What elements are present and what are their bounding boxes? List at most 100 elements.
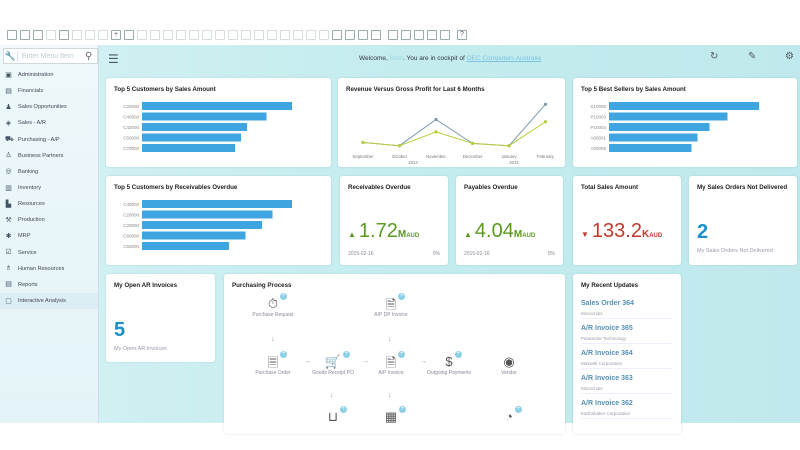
update-title[interactable]: A/R Invoice 363	[581, 375, 633, 382]
add-icon[interactable]: +	[514, 406, 522, 413]
update-title[interactable]: Sales Order 364	[581, 300, 634, 307]
node-vendor[interactable]: ◉ Vendor	[484, 354, 534, 376]
card-top-customers-receivables[interactable]: Top 5 Customers by Receivables Overdue C…	[106, 176, 331, 265]
link-icon[interactable]	[241, 30, 251, 40]
search-icon[interactable]: ⚲	[85, 50, 93, 62]
journal-icon[interactable]	[306, 30, 316, 40]
node-ap-invoice[interactable]: 🗎 + A/P Invoice	[366, 351, 416, 376]
sidebar-item-reports[interactable]: ▤ Reports	[0, 277, 98, 293]
print-icon[interactable]	[20, 30, 30, 40]
previous-icon[interactable]	[176, 30, 186, 40]
settings-icon[interactable]	[332, 30, 342, 40]
add-icon[interactable]: +	[398, 351, 406, 358]
widget-icon[interactable]	[371, 30, 381, 40]
update-title[interactable]: A/R Invoice 362	[581, 400, 633, 407]
edit-icon[interactable]: ✎	[748, 51, 757, 62]
company-link[interactable]: OEC Computers Australia	[466, 55, 541, 62]
update-title[interactable]: A/R Invoice 364	[581, 350, 633, 357]
x-tick-label: September	[352, 154, 374, 159]
funnel-icon[interactable]	[215, 30, 225, 40]
node-purchase-order[interactable]: 🗏 + Purchase Order	[248, 351, 298, 376]
user-icon[interactable]	[388, 30, 398, 40]
cockpit-icon[interactable]	[358, 30, 368, 40]
card-top-customers-sales[interactable]: Top 5 Customers by Sales Amount C20000 C4…	[106, 78, 331, 167]
menu-search[interactable]: 🔧 Enter Menu Item ⚲	[3, 48, 98, 64]
node-analytics[interactable]: ◔ +	[484, 406, 534, 425]
add-icon[interactable]: +	[398, 293, 406, 300]
add-icon[interactable]: +	[399, 406, 407, 413]
add-icon[interactable]: +	[343, 351, 351, 358]
cart-icon: 🛒 +	[324, 351, 351, 369]
gross-profit-icon[interactable]	[280, 30, 290, 40]
help-icon[interactable]: ?	[457, 30, 467, 40]
payment-icon[interactable]	[293, 30, 303, 40]
node-goods-return[interactable]: ⊔ +	[308, 406, 358, 425]
recent-update-item[interactable]: A/R Invoice 364 Maxwell Corporation	[581, 350, 673, 369]
first-icon[interactable]	[163, 30, 173, 40]
node-outgoing-payments[interactable]: $ + Outgoing Payments	[424, 351, 474, 376]
sms-icon[interactable]	[72, 30, 82, 40]
recent-update-item[interactable]: A/R Invoice 362 Earthshaker Corporation	[581, 400, 673, 419]
card-best-sellers[interactable]: Top 5 Best Sellers by Sales Amount S1000…	[573, 78, 797, 167]
layout-icon[interactable]	[319, 30, 329, 40]
node-ap-dp-invoice[interactable]: 🗎 + A/P DP Invoice	[366, 293, 416, 318]
grid-icon[interactable]	[414, 30, 424, 40]
sidebar-item-interactive-analysis[interactable]: ▢ Interactive Analysis	[0, 292, 98, 310]
card-sales-orders-not-delivered[interactable]: My Sales Orders Not Delivered 2 My Sales…	[689, 176, 797, 265]
preview-icon[interactable]	[33, 30, 43, 40]
target-doc-icon[interactable]	[267, 30, 277, 40]
wrench-icon[interactable]: 🔧	[4, 50, 18, 62]
sidebar-item-inventory[interactable]: ▥ Inventory	[0, 180, 98, 196]
email-icon[interactable]	[46, 30, 56, 40]
refresh-icon[interactable]: ↻	[710, 51, 719, 62]
sidebar-item-purchasing-a-p[interactable]: ⛟ Purchasing - A/P	[0, 132, 98, 148]
card-total-sales[interactable]: Total Sales Amount ▼ 133.2 KAUD	[573, 176, 681, 265]
node-goods-receipt-po[interactable]: 🛒 + Goods Receipt PO	[308, 351, 358, 376]
form-icon[interactable]	[7, 30, 17, 40]
card-receivables-overdue[interactable]: Receivables Overdue ▲ 1.72 MAUD 2015-02-16…	[340, 176, 448, 265]
update-title[interactable]: A/R Invoice 365	[581, 325, 633, 332]
recent-update-item[interactable]: A/R Invoice 365 Parameter Technology	[581, 325, 673, 344]
doc-form-icon[interactable]	[345, 30, 355, 40]
sidebar-item-banking[interactable]: ◎ Banking	[0, 164, 98, 180]
sidebar-item-mrp[interactable]: ✱ MRP	[0, 228, 98, 244]
sidebar-item-service[interactable]: ☑ Service	[0, 245, 98, 261]
add-icon[interactable]	[150, 30, 160, 40]
add-icon[interactable]: +	[280, 351, 288, 358]
card-payables-overdue[interactable]: Payables Overdue ▲ 4.04 MAUD 2015-02-16 0%	[456, 176, 563, 265]
last-icon[interactable]	[202, 30, 212, 40]
settings-icon[interactable]: ⚙	[785, 51, 794, 62]
recent-update-item[interactable]: A/R Invoice 363 Microchips	[581, 375, 673, 394]
card-title: Purchasing Process	[232, 282, 292, 289]
sort-icon[interactable]	[228, 30, 238, 40]
search-input[interactable]: Enter Menu Item	[22, 52, 74, 60]
find-icon[interactable]	[137, 30, 147, 40]
node-purchase-request[interactable]: ⏱ + Purchase Request	[248, 293, 298, 318]
sidebar-item-human-resources[interactable]: ♗ Human Resources	[0, 261, 98, 277]
export-icon[interactable]	[98, 30, 108, 40]
sidebar-item-sales-a-r[interactable]: ◈ Sales - A/R	[0, 115, 98, 131]
recent-update-item[interactable]: Sales Order 364 Microchips	[581, 300, 673, 319]
move-icon[interactable]: +	[111, 30, 121, 40]
sidebar-item-business-partners[interactable]: ♙ Business Partners	[0, 148, 98, 164]
sidebar-item-resources[interactable]: ▙ Resources	[0, 196, 98, 212]
base-doc-icon[interactable]	[254, 30, 264, 40]
sidebar-item-administration[interactable]: ▣ Administration	[0, 67, 98, 83]
copy-icon[interactable]	[440, 30, 450, 40]
menu-icon[interactable]	[401, 30, 411, 40]
open-icon[interactable]	[427, 30, 437, 40]
add-icon[interactable]: +	[280, 293, 288, 300]
filter-icon[interactable]	[124, 30, 134, 40]
sidebar-item-financials[interactable]: ▤ Financials	[0, 83, 98, 99]
browser-icon[interactable]	[59, 30, 69, 40]
card-revenue-vs-profit[interactable]: Revenue Versus Gross Profit for Last 6 M…	[338, 78, 565, 167]
fax-icon[interactable]	[85, 30, 95, 40]
next-icon[interactable]	[189, 30, 199, 40]
sidebar-item-sales-opportunities[interactable]: ♟ Sales Opportunities	[0, 99, 98, 115]
card-open-ar-invoices[interactable]: My Open AR Invoices 5 My Open AR Invoice…	[106, 274, 215, 362]
add-icon[interactable]: +	[454, 351, 462, 358]
node-calendar[interactable]: ▦ +	[366, 406, 416, 425]
menu-icon[interactable]: ☰	[108, 52, 119, 66]
add-icon[interactable]: +	[340, 406, 348, 413]
sidebar-item-production[interactable]: ⚒ Production	[0, 212, 98, 228]
